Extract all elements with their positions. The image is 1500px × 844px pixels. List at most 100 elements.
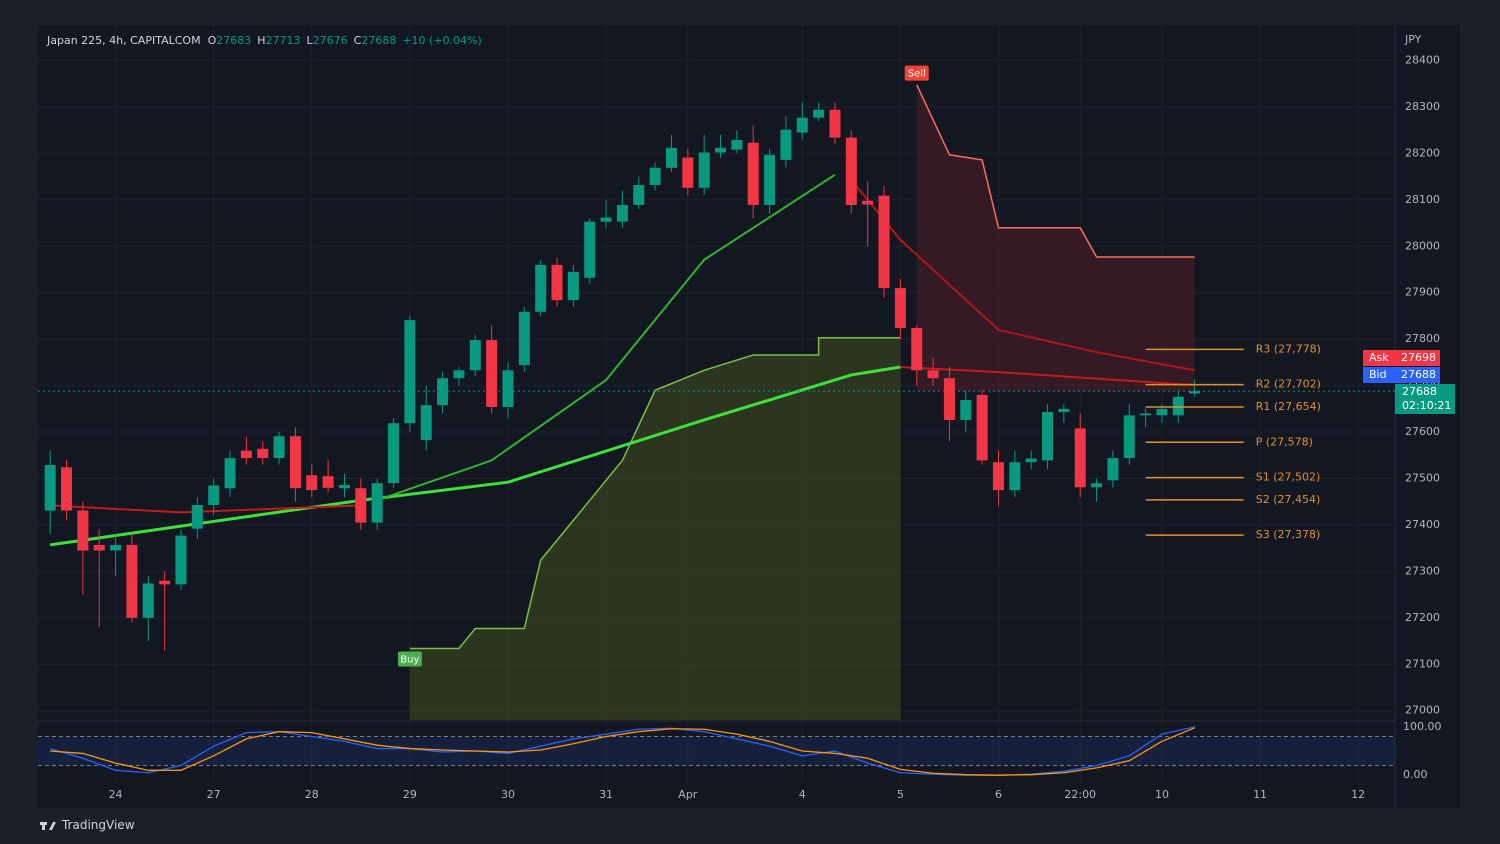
candle-body	[1172, 396, 1184, 416]
pivot-label: R3 (27,778)	[1256, 342, 1321, 355]
candle-body	[1009, 462, 1021, 491]
y-tick-label: 28100	[1405, 193, 1440, 206]
candle-body	[1123, 415, 1135, 459]
candle-body	[61, 467, 73, 511]
y-tick-label: 28000	[1405, 239, 1440, 252]
last-price: 27688	[1402, 385, 1437, 398]
candle-body	[551, 264, 563, 301]
candle-body	[486, 340, 498, 407]
sell-area	[916, 84, 1195, 392]
candle-body	[338, 484, 350, 489]
signal-label: Buy	[400, 654, 419, 665]
y-tick-label: 27000	[1405, 704, 1440, 717]
pivot-label: R1 (27,654)	[1256, 400, 1321, 413]
candle-body	[257, 448, 269, 459]
y-tick-label: 27800	[1405, 332, 1440, 345]
x-tick-label: 5	[897, 788, 904, 801]
candle-body	[715, 147, 727, 153]
candle-body	[273, 436, 285, 459]
y-tick-label: 27300	[1405, 564, 1440, 577]
candle-body	[764, 154, 776, 205]
candle-body	[142, 583, 154, 618]
ohlc-key: H	[257, 34, 266, 47]
x-tick-label: 6	[995, 788, 1002, 801]
currency: JPY	[1404, 33, 1422, 46]
candle-body	[616, 204, 628, 222]
candle-body	[1025, 458, 1037, 463]
x-tick-label: 30	[501, 788, 515, 801]
candle-body	[878, 195, 890, 289]
candle-body	[306, 475, 318, 491]
brand: TradingView	[62, 818, 135, 832]
candle-body	[502, 370, 514, 407]
candle-body	[894, 288, 906, 329]
signal-box	[904, 65, 929, 81]
pivot-label: S3 (27,378)	[1256, 528, 1321, 541]
ask-box	[1363, 350, 1395, 366]
candle-body	[567, 271, 579, 301]
y-tick-label: 28400	[1405, 54, 1440, 67]
candle-body	[829, 109, 841, 138]
pivot-label: S1 (27,502)	[1256, 471, 1321, 484]
high-value: 27713	[265, 34, 301, 47]
candle-body	[1156, 408, 1168, 416]
candle-body	[813, 109, 825, 118]
candle-body	[159, 580, 171, 585]
candle-body	[437, 378, 449, 406]
ask-value-box	[1395, 350, 1440, 366]
change: +10 (+0.04%)	[402, 34, 482, 47]
candle-body	[77, 510, 89, 551]
candle-body	[289, 436, 301, 489]
candle-body	[780, 129, 792, 160]
x-tick-label: 31	[599, 788, 613, 801]
x-tick-label: 12	[1351, 788, 1365, 801]
candle-body	[682, 157, 694, 188]
brand-logo	[40, 822, 56, 830]
pivot-label: P (27,578)	[1256, 435, 1313, 448]
countdown: 02:10:21	[1402, 399, 1451, 412]
candle-body	[191, 504, 203, 529]
signal-box	[397, 651, 422, 667]
sell-line	[916, 84, 1195, 258]
ask-label: Ask	[1369, 351, 1389, 364]
x-tick-label: 24	[109, 788, 123, 801]
symbol: Japan 225, 4h, CAPITALCOM	[47, 34, 201, 47]
low-value: 27676	[312, 34, 348, 47]
candle-body	[535, 264, 547, 312]
candle-body	[600, 217, 612, 222]
candle-body	[371, 483, 383, 523]
candle-body	[1189, 391, 1201, 394]
moving-average	[376, 173, 836, 502]
candle-body	[1042, 412, 1054, 461]
candle-body	[355, 488, 367, 523]
candle-body	[469, 340, 481, 371]
candle-body	[518, 311, 530, 366]
quote-labels: Ask 27698 Bid 27688 27688 02:10:21	[1363, 350, 1455, 414]
candle-body	[453, 370, 465, 379]
x-tick-label: Apr	[678, 788, 698, 801]
last-price-box	[1395, 384, 1455, 414]
pivot-label: R2 (27,702)	[1256, 378, 1321, 391]
candle-body	[224, 458, 236, 489]
y-tick-label: 27200	[1405, 611, 1440, 624]
y-tick-label: 27500	[1405, 471, 1440, 484]
ask-value: 27698	[1401, 351, 1436, 364]
candle-body	[1058, 408, 1070, 413]
candle-body	[747, 142, 759, 205]
y-tick-label: 27400	[1405, 518, 1440, 531]
supertrend-area	[409, 337, 901, 720]
candle-body	[584, 221, 596, 278]
x-tick-label: 28	[305, 788, 319, 801]
candle-body	[943, 378, 955, 420]
candle-body	[420, 405, 432, 440]
bid-value: 27688	[1401, 368, 1436, 381]
candle-body	[126, 544, 138, 618]
candle-body	[731, 139, 743, 150]
signal-label: Sell	[908, 69, 926, 80]
candle-body	[845, 137, 857, 205]
candle-body	[976, 394, 988, 461]
supertrend-line	[409, 337, 901, 650]
candle-body	[960, 400, 972, 420]
y-tick-label: 27600	[1405, 425, 1440, 438]
candle-body	[665, 147, 677, 168]
